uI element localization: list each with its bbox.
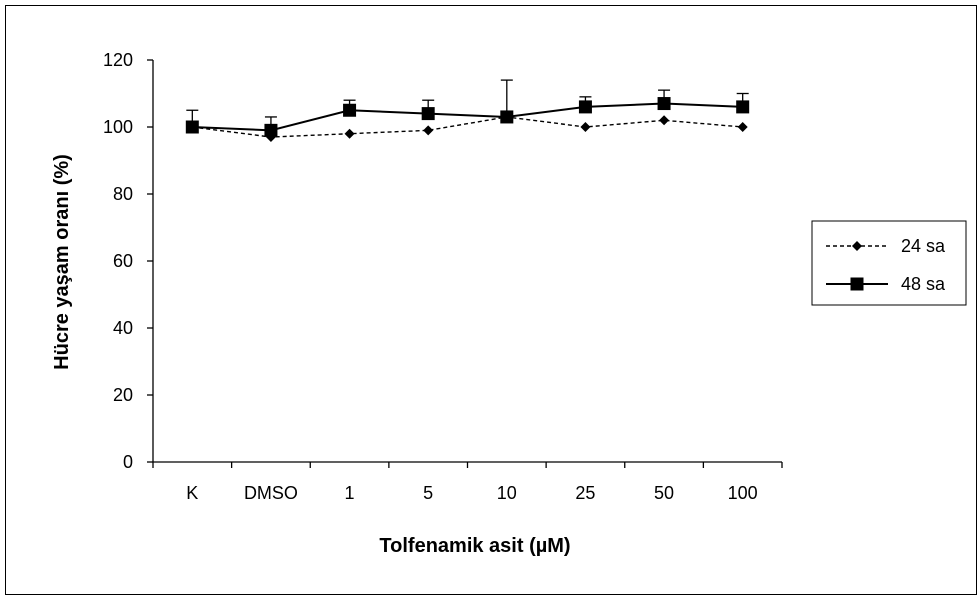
data-point-diamond [737,122,748,132]
x-tick-label: 25 [575,483,595,503]
series-line [192,102,743,132]
legend: 24 sa 48 sa [811,220,967,306]
x-tick-label: 10 [497,483,517,503]
series-48sa [185,79,750,137]
legend-marker-diamond [852,241,862,251]
y-tick-label: 80 [113,184,133,204]
data-point-diamond [580,122,591,132]
data-point-square [343,103,357,117]
data-point-diamond [659,115,670,126]
data-point-square [264,123,278,137]
x-tick-label: 5 [423,483,433,503]
y-tick-label: 0 [123,452,133,472]
data-point-square [578,100,592,114]
data-point-square [657,97,671,111]
legend-marker-square [850,277,864,291]
data-point-square [185,120,199,134]
data-point-diamond [344,128,355,139]
y-axis-title: Hücre yaşam oranı (%) [51,154,73,370]
x-tick-label: 50 [654,483,674,503]
legend-label: 48 sa [901,274,946,294]
plot-area [185,79,750,143]
x-tick-label: 100 [728,483,758,503]
series-line [192,116,743,138]
y-tick-label: 100 [103,117,133,137]
x-tick-label: K [186,483,198,503]
x-tick-label: 1 [345,483,355,503]
y-tick-label: 40 [113,318,133,338]
y-tick-label: 120 [103,50,133,70]
data-point-square [500,110,514,124]
legend-label: 24 sa [901,236,946,256]
data-point-square [736,100,750,114]
y-tick-label: 60 [113,251,133,271]
axes: 0 20 40 60 80 100 120 K DMSO 1 5 10 25 50 100 [103,50,783,503]
x-axis-title: Tolfenamik asit (µM) [379,535,570,557]
data-point-diamond [423,125,434,136]
y-tick-label: 20 [113,385,133,405]
x-tick-label: DMSO [244,483,298,503]
legend-box [811,220,967,306]
data-point-square [421,107,435,121]
